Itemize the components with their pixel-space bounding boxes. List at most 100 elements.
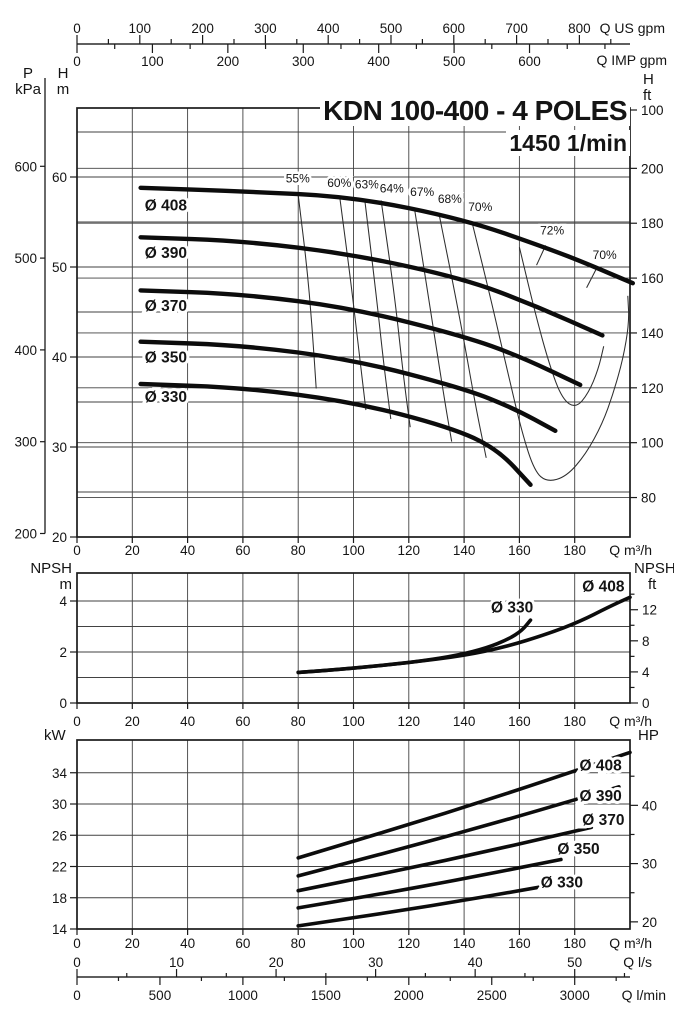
head-x-tick-label: 40 bbox=[180, 543, 195, 558]
impeller-label: Ø 408 bbox=[145, 197, 188, 214]
us-gpm-tick-label: 600 bbox=[443, 21, 466, 36]
impeller-label: Ø 330 bbox=[145, 389, 187, 406]
npsh-ft-tick-label: 12 bbox=[642, 603, 657, 618]
npsh-m-axis-corner-label: NPSH m bbox=[12, 561, 72, 593]
head-x-tick-label: 0 bbox=[73, 543, 81, 558]
us-gpm-tick-label: 100 bbox=[129, 21, 152, 36]
npsh-chart-flow-unit: Q m³/h bbox=[609, 713, 652, 729]
lmin-tick-label: 1500 bbox=[311, 988, 341, 1003]
impeller-label: Ø 350 bbox=[145, 349, 187, 366]
efficiency-line-70% bbox=[471, 223, 630, 481]
head-ft-tick-label: 180 bbox=[641, 216, 664, 231]
power-x-tick-label: 20 bbox=[125, 936, 140, 951]
pressure-axis-symbol: P bbox=[22, 65, 33, 82]
kpa-tick-label: 300 bbox=[14, 435, 37, 450]
head-ft-tick-label: 140 bbox=[641, 326, 664, 341]
head-m-tick-label: 60 bbox=[52, 170, 67, 185]
npsh-curve-330 bbox=[296, 618, 533, 675]
head-ft-top-tick-label: 100 bbox=[641, 103, 664, 118]
imp-gpm-axis-unit: Q IMP gpm bbox=[596, 52, 667, 68]
npsh-impeller-label: Ø 408 bbox=[582, 578, 625, 595]
ls-tick-label: 0 bbox=[73, 955, 81, 970]
power-curve-408 bbox=[296, 750, 632, 860]
head-m-axis-corner-label: H m bbox=[50, 66, 76, 98]
hp-tick-label: 30 bbox=[642, 857, 657, 872]
power-curve-330 bbox=[296, 885, 544, 928]
npsh-ft-tick-label: 4 bbox=[642, 665, 650, 680]
npsh-x-tick-label: 140 bbox=[453, 714, 476, 729]
head-ft-axis-unit: ft bbox=[643, 87, 652, 104]
npsh-m-tick-label: 0 bbox=[59, 696, 67, 711]
imp-gpm-tick-label: 400 bbox=[367, 54, 390, 69]
head-ft-axis-corner-label: H ft bbox=[643, 72, 654, 104]
efficiency-line-55% bbox=[297, 194, 317, 389]
head-x-tick-label: 180 bbox=[563, 543, 586, 558]
npsh-impeller-label: Ø 330 bbox=[491, 599, 533, 616]
impeller-label: Ø 370 bbox=[145, 298, 187, 315]
lmin-tick-label: 2500 bbox=[477, 988, 507, 1003]
npsh-m-tick-label: 4 bbox=[59, 594, 67, 609]
head-x-tick-label: 140 bbox=[453, 543, 476, 558]
hp-tick-label: 40 bbox=[642, 798, 657, 813]
npsh-ft-tick-label: 0 bbox=[642, 696, 650, 711]
imp-gpm-tick-label: 100 bbox=[141, 54, 164, 69]
head-x-tick-label: 100 bbox=[342, 543, 365, 558]
power-x-tick-label: 120 bbox=[398, 936, 421, 951]
head-ft-tick-label: 80 bbox=[641, 491, 656, 506]
head-x-tick-label: 120 bbox=[398, 543, 421, 558]
npsh-ft-axis-corner-label: NPSH ft bbox=[634, 561, 674, 593]
head-ft-tick-label: 160 bbox=[641, 271, 664, 286]
us-gpm-tick-label: 700 bbox=[505, 21, 528, 36]
power-hp-axis-label: HP bbox=[638, 727, 659, 744]
us-gpm-axis-unit: Q US gpm bbox=[599, 20, 665, 36]
page-title: KDN 100-400 - 4 POLES bbox=[320, 96, 630, 126]
us-gpm-tick-label: 300 bbox=[254, 21, 277, 36]
kpa-tick-label: 600 bbox=[14, 159, 37, 174]
npsh-x-tick-label: 160 bbox=[508, 714, 531, 729]
lmin-tick-label: 1000 bbox=[228, 988, 258, 1003]
us-gpm-tick-label: 0 bbox=[73, 21, 81, 36]
hp-tick-label: 20 bbox=[642, 915, 657, 930]
kw-tick-label: 34 bbox=[52, 766, 68, 781]
npsh-ft-tick-label: 8 bbox=[642, 634, 650, 649]
lmin-tick-label: 3000 bbox=[560, 988, 590, 1003]
efficiency-label: 70% bbox=[468, 200, 492, 214]
efficiency-label: 67% bbox=[410, 185, 434, 199]
efficiency-label: 72% bbox=[540, 224, 564, 238]
imp-gpm-tick-label: 200 bbox=[217, 54, 240, 69]
efficiency-label: 63% bbox=[355, 178, 379, 192]
head-curve-330 bbox=[138, 381, 533, 487]
efficiency-line-63% bbox=[364, 198, 392, 420]
head-m-tick-label: 40 bbox=[52, 350, 67, 365]
head-m-axis-unit: m bbox=[56, 81, 70, 98]
efficiency-line-68% bbox=[438, 214, 487, 458]
us-gpm-tick-label: 400 bbox=[317, 21, 340, 36]
head-curve-350 bbox=[138, 339, 558, 433]
power-curve-350 bbox=[296, 857, 563, 910]
power-kw-axis-label: kW bbox=[44, 727, 66, 744]
head-chart-flow-unit: Q m³/h bbox=[609, 542, 652, 558]
power-x-tick-label: 180 bbox=[563, 936, 586, 951]
kw-tick-label: 26 bbox=[52, 828, 67, 843]
impeller-label: Ø 390 bbox=[145, 245, 187, 262]
us-gpm-tick-label: 500 bbox=[380, 21, 403, 36]
head-ft-axis-symbol: H bbox=[643, 71, 654, 88]
kw-tick-label: 22 bbox=[52, 860, 67, 875]
imp-gpm-tick-label: 500 bbox=[443, 54, 466, 69]
head-m-tick-label: 20 bbox=[52, 530, 67, 545]
ls-tick-label: 40 bbox=[468, 955, 483, 970]
head-curve-408 bbox=[138, 185, 635, 286]
power-impeller-label: Ø 390 bbox=[579, 788, 621, 805]
head-ft-tick-label: 200 bbox=[641, 161, 664, 176]
npsh-x-tick-label: 120 bbox=[398, 714, 421, 729]
npsh-left-axis-title: NPSH bbox=[30, 560, 72, 577]
ls-tick-label: 50 bbox=[567, 955, 582, 970]
efficiency-label: 68% bbox=[438, 192, 462, 206]
head-curve-390 bbox=[138, 235, 605, 338]
lmin-tick-label: 2000 bbox=[394, 988, 424, 1003]
head-m-tick-label: 30 bbox=[52, 440, 67, 455]
head-ft-tick-label: 120 bbox=[641, 381, 664, 396]
efficiency-leader-70% bbox=[586, 267, 598, 288]
